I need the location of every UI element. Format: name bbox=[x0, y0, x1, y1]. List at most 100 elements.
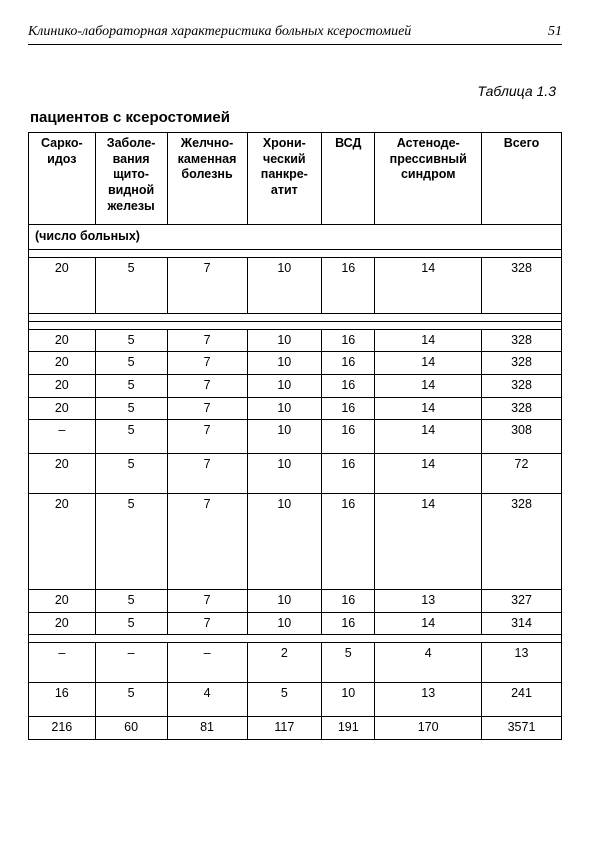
cell: 14 bbox=[375, 352, 482, 375]
cell: 5 bbox=[95, 590, 167, 613]
table-row: –––25413 bbox=[29, 643, 562, 683]
cell: 7 bbox=[167, 420, 247, 454]
cell: 328 bbox=[482, 494, 562, 590]
cell: 5 bbox=[322, 643, 375, 683]
cell: 7 bbox=[167, 374, 247, 397]
table-row: 2057101614328 bbox=[29, 329, 562, 352]
cell: 14 bbox=[375, 397, 482, 420]
cell: 5 bbox=[95, 374, 167, 397]
table-row: 2057101614328 bbox=[29, 352, 562, 375]
cell: 5 bbox=[95, 397, 167, 420]
section-row: (число больных) bbox=[29, 225, 562, 250]
cell: 5 bbox=[95, 352, 167, 375]
cell: – bbox=[95, 643, 167, 683]
data-table: Сарко-идозЗаболе-ваниящито-виднойжелезыЖ… bbox=[28, 132, 562, 740]
cell: 14 bbox=[375, 374, 482, 397]
cell: 10 bbox=[247, 590, 322, 613]
cell: 7 bbox=[167, 590, 247, 613]
cell: 20 bbox=[29, 397, 96, 420]
cell: 117 bbox=[247, 717, 322, 740]
table-row: 21660811171911703571 bbox=[29, 717, 562, 740]
cell: 14 bbox=[375, 494, 482, 590]
table-row: 2057101614328 bbox=[29, 257, 562, 313]
cell: 13 bbox=[482, 643, 562, 683]
cell: 16 bbox=[322, 374, 375, 397]
cell: 7 bbox=[167, 329, 247, 352]
table-label: Таблица 1.3 bbox=[28, 83, 556, 99]
col-header-2: Желчно-каменнаяболезнь bbox=[167, 133, 247, 225]
cell: 16 bbox=[322, 454, 375, 494]
cell: 20 bbox=[29, 454, 96, 494]
cell: 81 bbox=[167, 717, 247, 740]
cell: 241 bbox=[482, 683, 562, 717]
cell: 7 bbox=[167, 612, 247, 635]
table-row: 2057101614314 bbox=[29, 612, 562, 635]
cell: 7 bbox=[167, 454, 247, 494]
cell: 3571 bbox=[482, 717, 562, 740]
cell: 14 bbox=[375, 612, 482, 635]
table-header-row: Сарко-идозЗаболе-ваниящито-виднойжелезыЖ… bbox=[29, 133, 562, 225]
spacer-row bbox=[29, 313, 562, 321]
cell: 10 bbox=[247, 397, 322, 420]
cell: 5 bbox=[95, 683, 167, 717]
cell: 4 bbox=[375, 643, 482, 683]
cell: 328 bbox=[482, 397, 562, 420]
cell: 14 bbox=[375, 257, 482, 313]
cell: 72 bbox=[482, 454, 562, 494]
cell: 5 bbox=[95, 420, 167, 454]
cell: 20 bbox=[29, 257, 96, 313]
cell: 20 bbox=[29, 329, 96, 352]
table-subtitle: пациентов с ксеростомией bbox=[30, 109, 562, 126]
table-row: 2057101614328 bbox=[29, 374, 562, 397]
cell: 20 bbox=[29, 494, 96, 590]
col-header-0: Сарко-идоз bbox=[29, 133, 96, 225]
cell: 5 bbox=[95, 257, 167, 313]
cell: 13 bbox=[375, 683, 482, 717]
cell: 10 bbox=[247, 374, 322, 397]
cell: 2 bbox=[247, 643, 322, 683]
cell: 16 bbox=[322, 612, 375, 635]
table-row: –57101614308 bbox=[29, 420, 562, 454]
running-header: Клинико-лабораторная характеристика боль… bbox=[28, 24, 562, 45]
table-body: (число больных)2057101614328205710161432… bbox=[29, 225, 562, 740]
cell: 7 bbox=[167, 397, 247, 420]
cell: 7 bbox=[167, 494, 247, 590]
page-number: 51 bbox=[548, 24, 562, 40]
cell: 20 bbox=[29, 374, 96, 397]
spacer-row bbox=[29, 635, 562, 643]
cell: 16 bbox=[322, 257, 375, 313]
running-title: Клинико-лабораторная характеристика боль… bbox=[28, 24, 411, 40]
spacer-row bbox=[29, 249, 562, 257]
cell: 14 bbox=[375, 329, 482, 352]
cell: 5 bbox=[95, 329, 167, 352]
cell: 328 bbox=[482, 257, 562, 313]
table-row: 2057101614328 bbox=[29, 397, 562, 420]
cell: 13 bbox=[375, 590, 482, 613]
cell: 10 bbox=[247, 612, 322, 635]
cell: 10 bbox=[247, 454, 322, 494]
cell: 328 bbox=[482, 352, 562, 375]
cell: – bbox=[167, 643, 247, 683]
cell: 20 bbox=[29, 612, 96, 635]
cell: 16 bbox=[322, 397, 375, 420]
section-label: (число больных) bbox=[29, 225, 562, 250]
cell: 10 bbox=[247, 352, 322, 375]
cell: 16 bbox=[322, 590, 375, 613]
cell: 16 bbox=[29, 683, 96, 717]
cell: 14 bbox=[375, 454, 482, 494]
cell: 16 bbox=[322, 420, 375, 454]
table-row: 205710161472 bbox=[29, 454, 562, 494]
cell: – bbox=[29, 643, 96, 683]
cell: 5 bbox=[95, 494, 167, 590]
table-row: 2057101614328 bbox=[29, 494, 562, 590]
col-header-6: Всего bbox=[482, 133, 562, 225]
cell: 328 bbox=[482, 374, 562, 397]
cell: 7 bbox=[167, 257, 247, 313]
cell: 16 bbox=[322, 352, 375, 375]
cell: 14 bbox=[375, 420, 482, 454]
col-header-1: Заболе-ваниящито-виднойжелезы bbox=[95, 133, 167, 225]
cell: 170 bbox=[375, 717, 482, 740]
spacer-row bbox=[29, 321, 562, 329]
cell: 10 bbox=[247, 257, 322, 313]
cell: 10 bbox=[247, 329, 322, 352]
